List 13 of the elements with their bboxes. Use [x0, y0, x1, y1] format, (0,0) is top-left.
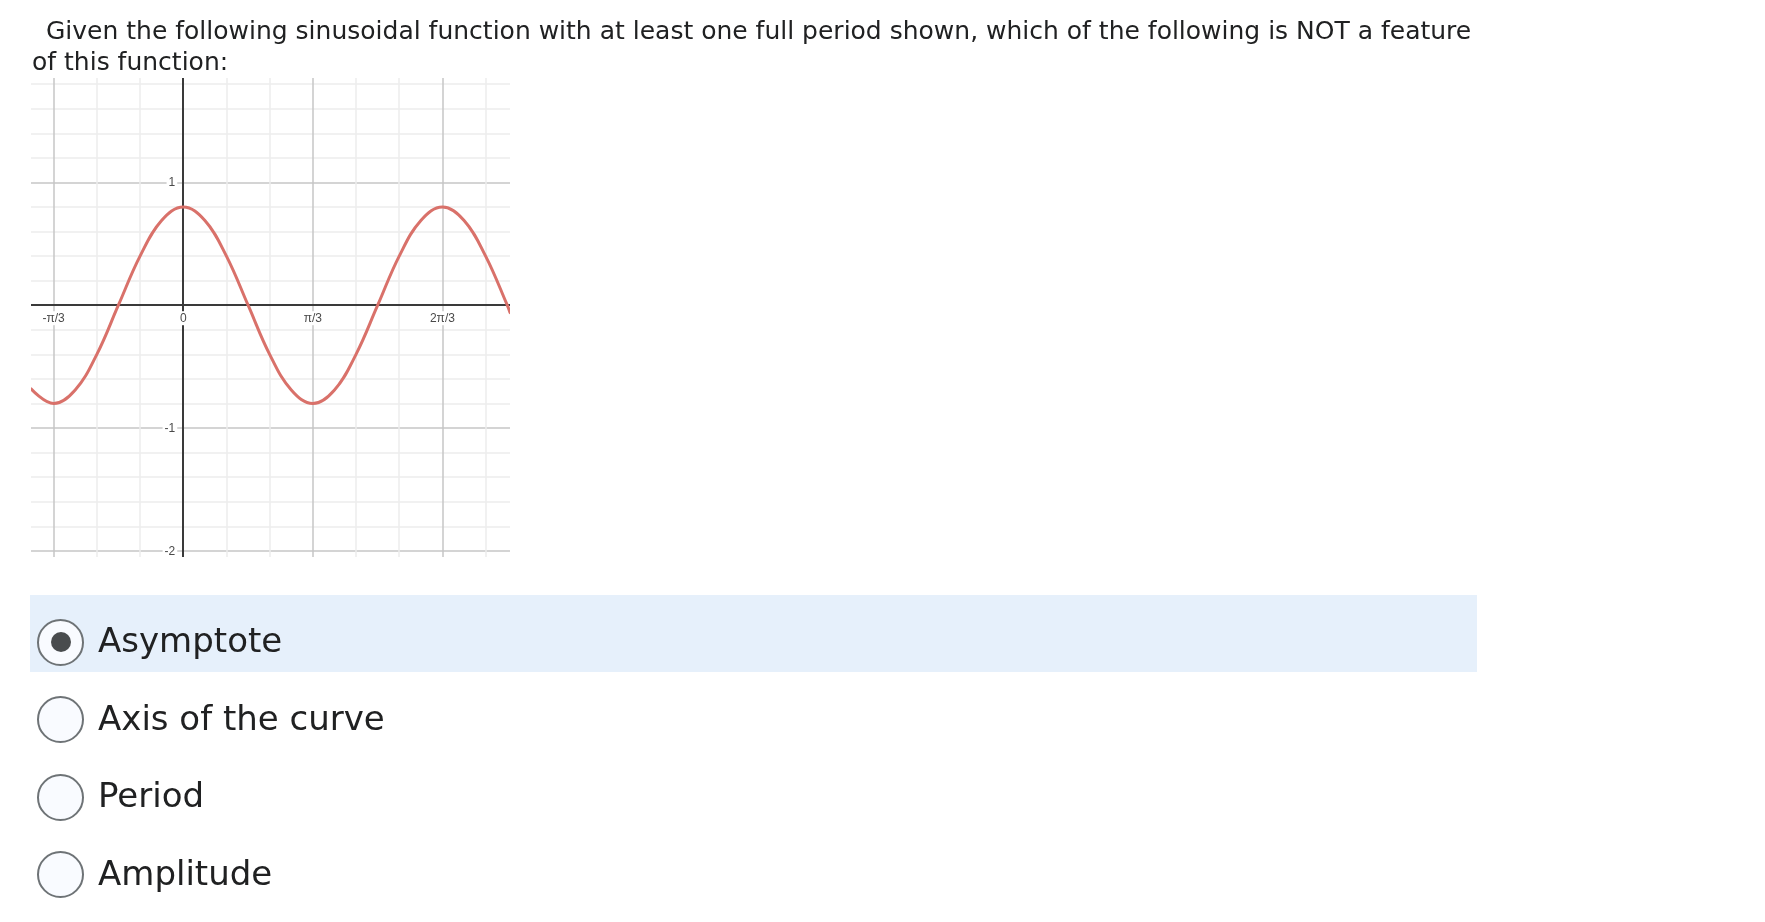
x-tick-label: 2π/3	[429, 311, 456, 326]
text: Period	[98, 774, 205, 817]
text: Given the following sinusoidal function with at least one full period shown, which of the following is NOT a feature of this function:	[32, 15, 1472, 77]
text: Amplitude	[98, 851, 273, 895]
y-tick-label: -2	[164, 543, 176, 558]
y-tick-label: 1	[168, 175, 176, 190]
x-tick-label: 0	[179, 311, 187, 326]
y-tick-label: -1	[164, 421, 176, 436]
x-tick-label: π/3	[303, 311, 323, 326]
text: Axis of the curve	[98, 696, 385, 740]
line-series	[31, 205, 510, 405]
x-tick-label: -π/3	[42, 311, 66, 326]
text: Asymptote	[98, 619, 283, 662]
